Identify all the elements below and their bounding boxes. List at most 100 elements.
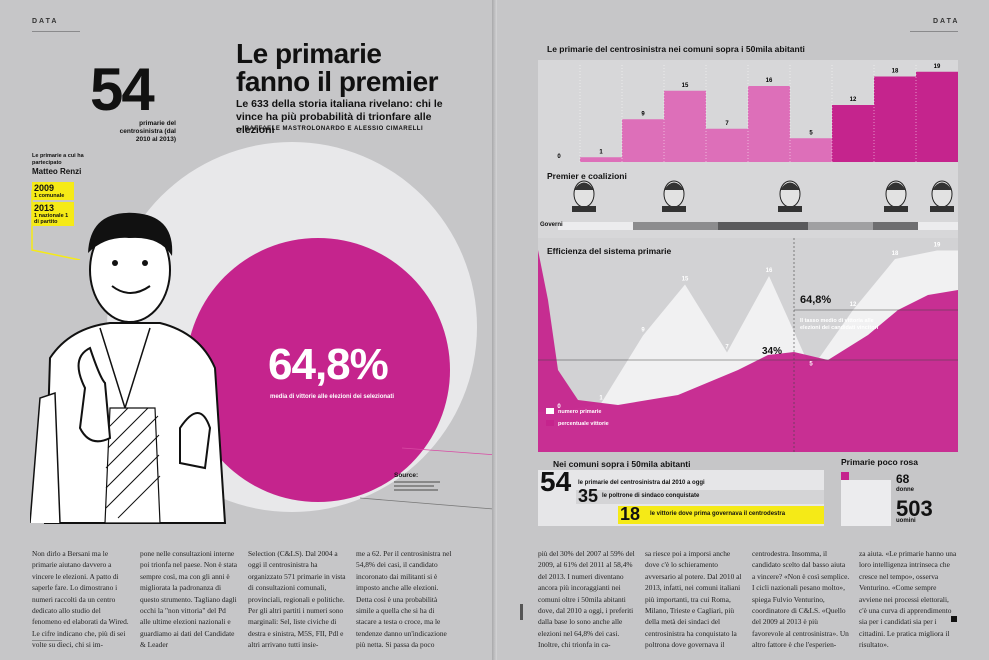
bar xyxy=(790,138,832,162)
bar xyxy=(580,157,622,162)
stat-54-value: 54 xyxy=(540,466,572,497)
bar-value-label: 7 xyxy=(725,121,729,127)
body-column-7: centrodestra. Insomma, il candidato scel… xyxy=(752,549,850,650)
bar-value-label: 16 xyxy=(766,78,773,84)
thumb xyxy=(77,346,112,443)
efficiency-title: Efficienza del sistema primarie xyxy=(547,246,672,256)
stat-54-label: le primarie del centrosinistra dal 2010 … xyxy=(578,480,705,486)
bar xyxy=(874,76,916,162)
body-column-3: Selection (C&LS). Dal 2004 a oggi il cen… xyxy=(248,549,346,650)
year-label: 2013 xyxy=(34,203,55,213)
bar xyxy=(622,119,664,162)
year-detail: 1 nazionale 1 di partito xyxy=(34,213,69,225)
headline-line-1: Le primarie xyxy=(236,38,382,69)
area-value-label: 15 xyxy=(682,277,689,283)
area-value-label: 0 xyxy=(557,404,561,410)
top-rule-right xyxy=(910,31,958,32)
legend-vittorie: percentuale vittorie xyxy=(558,421,609,427)
end-mark xyxy=(951,616,957,622)
rosa-box xyxy=(841,480,891,526)
bar-series xyxy=(579,65,958,162)
pct-label-1: 64,8% xyxy=(800,294,832,306)
leader-portrait xyxy=(662,180,686,212)
area-value-label: 19 xyxy=(934,243,941,249)
stats-title: Nei comuni sopra i 50mila abitanti xyxy=(553,459,691,469)
page-marker xyxy=(520,604,523,620)
bar xyxy=(706,128,748,162)
big-number: 54 xyxy=(90,56,155,123)
renzi-label: Le primarie a cui ha partecipato xyxy=(32,153,84,166)
area-value-label: 7 xyxy=(725,345,729,351)
body-column-1: Non dirlo a Bersani ma le primarie aiuta… xyxy=(32,549,129,650)
bar xyxy=(664,90,706,162)
body-column-5: più del 30% del 2007 al 59% del 2009, al… xyxy=(538,549,635,650)
leader-portraits xyxy=(572,180,954,212)
bar-value-label: 15 xyxy=(682,83,689,89)
bar xyxy=(916,71,958,162)
bottom-rule-left xyxy=(32,640,62,641)
leader-portrait xyxy=(572,180,596,212)
bar-value-label: 12 xyxy=(850,97,857,103)
pct-label-2: 34% xyxy=(762,346,783,357)
leader-portrait xyxy=(930,180,954,212)
leader-portrait xyxy=(884,180,908,212)
area-value-label: 1 xyxy=(599,396,603,402)
body-column-4: me a 62. Per il centrosinistra nel 54,8%… xyxy=(356,549,452,650)
stat-18-value: 18 xyxy=(620,504,641,524)
bar-value-label: 18 xyxy=(892,69,899,75)
magenta-circle xyxy=(186,238,450,502)
area-value-label: 5 xyxy=(809,362,813,368)
renzi-name: Matteo Renzi xyxy=(32,167,82,176)
section-tag-left: DATA xyxy=(32,18,59,25)
source-lines xyxy=(394,481,440,491)
year-label: 2009 xyxy=(34,183,55,193)
renzi-years: 2009 1 comunale 2013 1 nazionale 1 di pa… xyxy=(32,182,74,226)
renzi-illustration xyxy=(30,212,227,524)
leaders-title: Premier e coalizioni xyxy=(547,171,627,181)
legend-primarie: numero primarie xyxy=(558,409,602,415)
shirt-stripes xyxy=(104,407,161,524)
top-rule-left xyxy=(32,31,80,32)
body-column-2: pone nelle consultazioni interne poi tri… xyxy=(140,549,238,650)
renzi-connector xyxy=(31,190,81,260)
governi-label: Governi xyxy=(540,222,563,228)
section-tag-right: DATA xyxy=(933,18,960,25)
rosa-title: Primarie poco rosa xyxy=(841,457,919,467)
renzi-year-item: 2009 1 comunale xyxy=(32,182,74,200)
stat-35-value: 35 xyxy=(578,486,599,506)
bar-value-label: 19 xyxy=(934,64,941,70)
rosa-donne-label: donne xyxy=(896,487,914,493)
stat-35-label: le poltrone di sindaco conquistate xyxy=(602,493,700,499)
bar-value-label: 5 xyxy=(809,130,813,136)
leader-portrait xyxy=(778,180,802,212)
percentuale-vittorie-area xyxy=(538,250,958,452)
stat-35-box xyxy=(576,490,824,504)
area-value-label: 16 xyxy=(766,268,773,274)
body-column-8: za aiuta. «Le primarie hanno una loro in… xyxy=(859,549,957,650)
headline-percentage-caption: media di vittorie alle elezioni dei sele… xyxy=(270,394,395,400)
stat-18-box xyxy=(618,506,824,524)
rosa-uomini-label: uomini xyxy=(896,518,916,524)
bar-value-label: 9 xyxy=(641,111,645,117)
headline-percentage: 64,8% xyxy=(268,340,389,389)
bar xyxy=(832,105,874,162)
source-label: Source: xyxy=(394,472,419,479)
big-number-caption: primarie del centrosinistra (dal 2010 al… xyxy=(119,120,176,143)
body-column-6: sa riesce poi a imporsi anche dove c'è l… xyxy=(645,549,742,650)
area-value-label: 9 xyxy=(641,328,645,334)
rosa-donne-value: 68 xyxy=(896,472,910,486)
area-value-label: 12 xyxy=(850,302,857,308)
renzi-year-item: 2013 1 nazionale 1 di partito xyxy=(32,202,74,226)
bar xyxy=(748,86,790,162)
page-gutter xyxy=(492,0,497,660)
stat-18-label: le vittorie dove prima governava il cent… xyxy=(650,511,786,517)
byline: — RAFFAELE MASTROLONARDO E ALESSIO CIMAR… xyxy=(236,126,424,132)
area-value-label: 18 xyxy=(892,251,899,257)
bar-value-label: 0 xyxy=(557,154,561,160)
year-detail: 1 comunale xyxy=(34,193,65,199)
bar-chart-title: Le primarie del centrosinistra nei comun… xyxy=(547,44,805,54)
pct-note: Il tasso medio di vittoria alle elezioni… xyxy=(800,318,879,331)
